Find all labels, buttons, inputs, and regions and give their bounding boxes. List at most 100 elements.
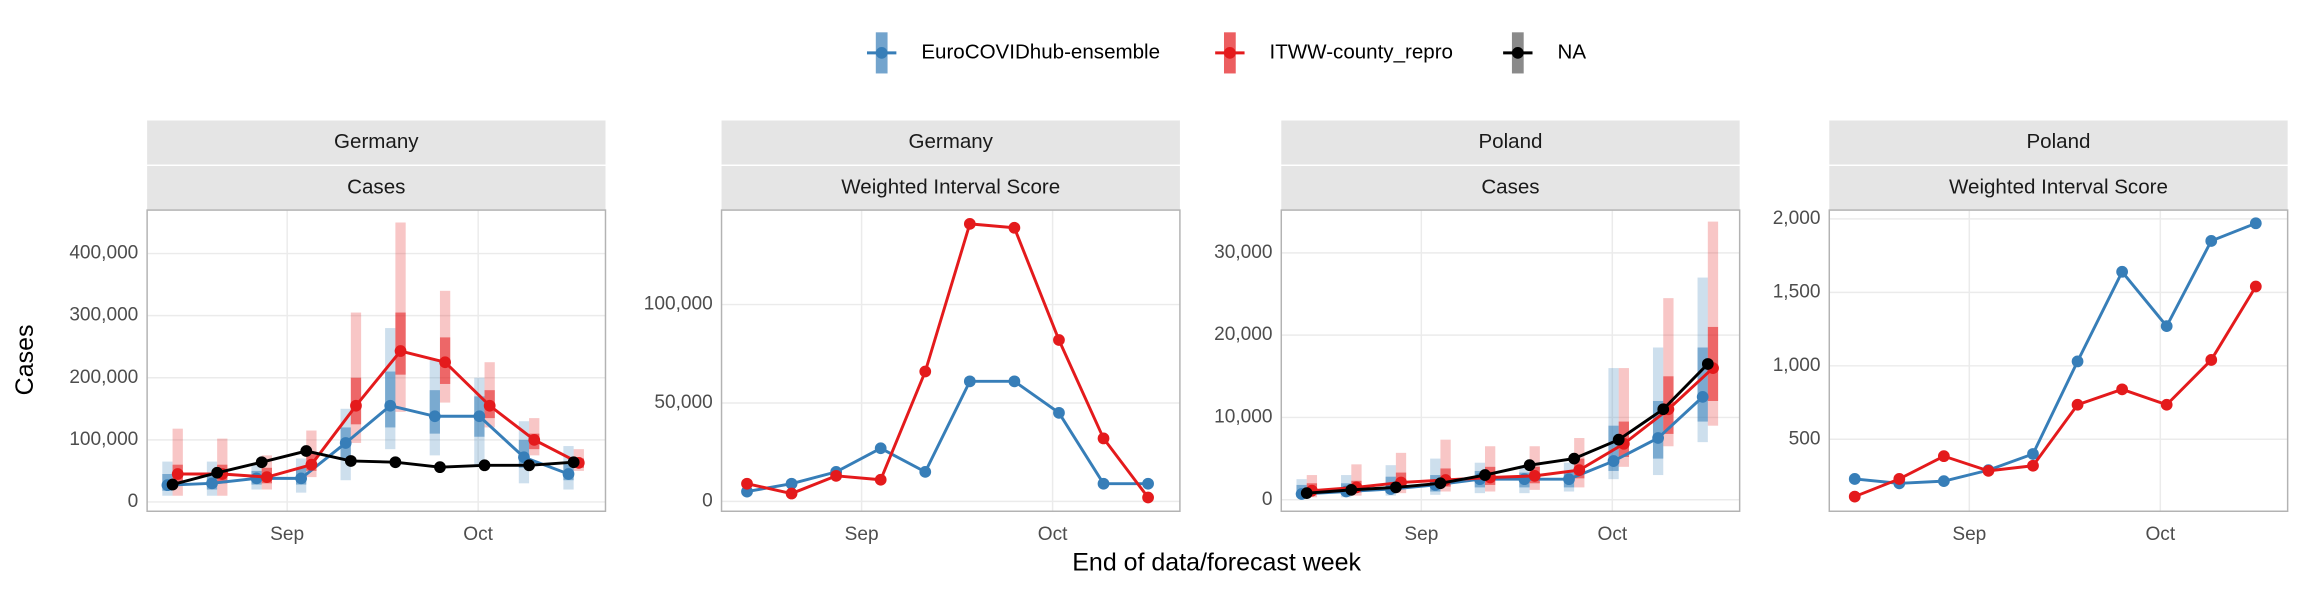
point <box>394 345 407 357</box>
legend-label: EuroCOVIDhub-ensemble <box>921 40 1160 63</box>
legend-key <box>1223 47 1236 59</box>
point <box>1528 469 1541 482</box>
point <box>528 433 541 446</box>
point <box>2071 355 2084 368</box>
x-tick-label: Sep <box>845 524 879 545</box>
point <box>305 458 318 471</box>
point <box>300 445 313 457</box>
strip <box>721 166 1180 211</box>
panel-border <box>1280 209 1741 512</box>
point <box>523 459 535 472</box>
point <box>2205 235 2218 247</box>
point <box>166 478 179 491</box>
point <box>2160 398 2173 411</box>
panel <box>721 210 1180 512</box>
point <box>1097 432 1110 445</box>
point <box>1573 464 1586 476</box>
point <box>874 473 887 486</box>
point <box>434 461 446 474</box>
point <box>2205 354 2218 366</box>
point <box>1142 477 1154 490</box>
point <box>1523 459 1536 472</box>
point <box>250 472 263 485</box>
point <box>2116 383 2128 396</box>
point <box>830 469 843 482</box>
series-line <box>1854 221 2257 485</box>
strip-label: Germany <box>908 130 993 153</box>
y-tick-label: 500 <box>1789 428 1821 449</box>
point <box>1479 469 1491 481</box>
interval <box>385 371 396 428</box>
point <box>1390 481 1402 494</box>
point <box>1008 375 1021 388</box>
x-tick-label: Oct <box>1038 524 1068 545</box>
point <box>1345 483 1358 496</box>
point <box>1053 334 1065 346</box>
y-tick-label: 0 <box>1262 489 1273 510</box>
y-tick-label: 1,000 <box>1773 355 1821 376</box>
interval <box>1663 298 1674 447</box>
point <box>1563 473 1575 486</box>
point <box>741 477 753 490</box>
strip <box>147 120 606 165</box>
point <box>1607 455 1620 467</box>
point <box>2160 320 2173 333</box>
point <box>785 487 798 500</box>
strip <box>1829 166 2288 211</box>
interval <box>172 428 183 496</box>
point <box>295 472 308 485</box>
point <box>874 442 887 455</box>
series-line <box>177 349 580 479</box>
legend-label: NA <box>1557 40 1586 63</box>
point <box>428 410 441 423</box>
point <box>963 217 976 230</box>
point <box>1568 452 1581 465</box>
strip-label: Weighted Interval Score <box>1949 175 2168 198</box>
point <box>1937 450 1950 463</box>
x-tick-label: Oct <box>463 524 493 545</box>
point <box>260 471 273 483</box>
interval <box>1652 400 1664 459</box>
panel-border <box>146 209 607 512</box>
series-line <box>172 449 574 486</box>
point <box>206 477 218 490</box>
y-tick-label: 2,000 <box>1773 208 1821 229</box>
panel <box>1281 210 1740 512</box>
series-line <box>1854 285 2258 498</box>
panel <box>1829 210 2288 512</box>
strip-label: Cases <box>1481 175 1539 198</box>
point <box>384 399 397 412</box>
point <box>1893 473 1906 485</box>
y-tick-label: 1,500 <box>1773 281 1821 302</box>
y-tick-label: 30,000 <box>1214 242 1272 263</box>
strip <box>1281 120 1740 165</box>
point <box>1937 475 1950 488</box>
interval <box>1707 221 1719 426</box>
panel-border <box>720 209 1181 512</box>
series-line <box>746 222 1150 499</box>
point <box>562 468 575 480</box>
point <box>1982 464 1995 477</box>
x-tick-label: Sep <box>1404 524 1438 545</box>
point <box>1008 221 1021 234</box>
interval <box>1618 368 1629 467</box>
x-tick-label: Oct <box>2145 524 2175 545</box>
strip <box>721 120 1180 165</box>
point <box>963 375 976 388</box>
panel-border <box>1828 209 2289 512</box>
strip-label: Weighted Interval Score <box>841 175 1060 198</box>
point <box>1696 391 1709 403</box>
strip-label: Germany <box>334 130 419 153</box>
point <box>439 356 451 369</box>
point <box>350 399 362 412</box>
point <box>1848 473 1861 485</box>
legend-label: ITWW-county_repro <box>1270 40 1453 63</box>
point <box>919 466 932 478</box>
point <box>1848 490 1861 503</box>
strip-label: Poland <box>1478 130 1542 153</box>
interval <box>350 312 362 443</box>
interval <box>1440 439 1451 492</box>
point <box>2071 398 2084 411</box>
point <box>1142 491 1154 504</box>
point <box>211 466 224 479</box>
